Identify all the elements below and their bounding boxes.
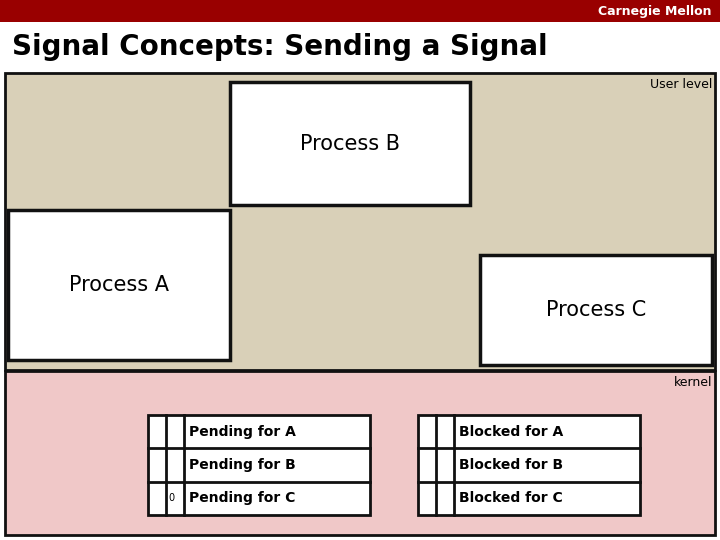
Text: User level: User level (649, 78, 712, 91)
Bar (418, 415, 640, 515)
Text: Pending for A: Pending for A (189, 424, 296, 438)
Bar (8, 210, 230, 360)
Text: Signal Concepts: Sending a Signal: Signal Concepts: Sending a Signal (12, 33, 548, 61)
Text: Blocked for B: Blocked for B (459, 458, 563, 472)
Bar (148, 415, 370, 515)
Text: Pending for B: Pending for B (189, 458, 296, 472)
Text: Process A: Process A (69, 275, 169, 295)
Bar (5, 371, 715, 535)
Bar (5, 73, 715, 370)
Text: Blocked for C: Blocked for C (459, 491, 563, 505)
Text: 0: 0 (168, 494, 174, 503)
Text: Blocked for A: Blocked for A (459, 424, 563, 438)
Text: Process B: Process B (300, 133, 400, 153)
Text: Carnegie Mellon: Carnegie Mellon (598, 4, 712, 17)
Text: kernel: kernel (673, 376, 712, 389)
Bar (230, 82, 470, 205)
Text: Pending for C: Pending for C (189, 491, 295, 505)
Bar (480, 255, 712, 365)
Text: Process C: Process C (546, 300, 646, 320)
Bar (0, 0, 720, 22)
